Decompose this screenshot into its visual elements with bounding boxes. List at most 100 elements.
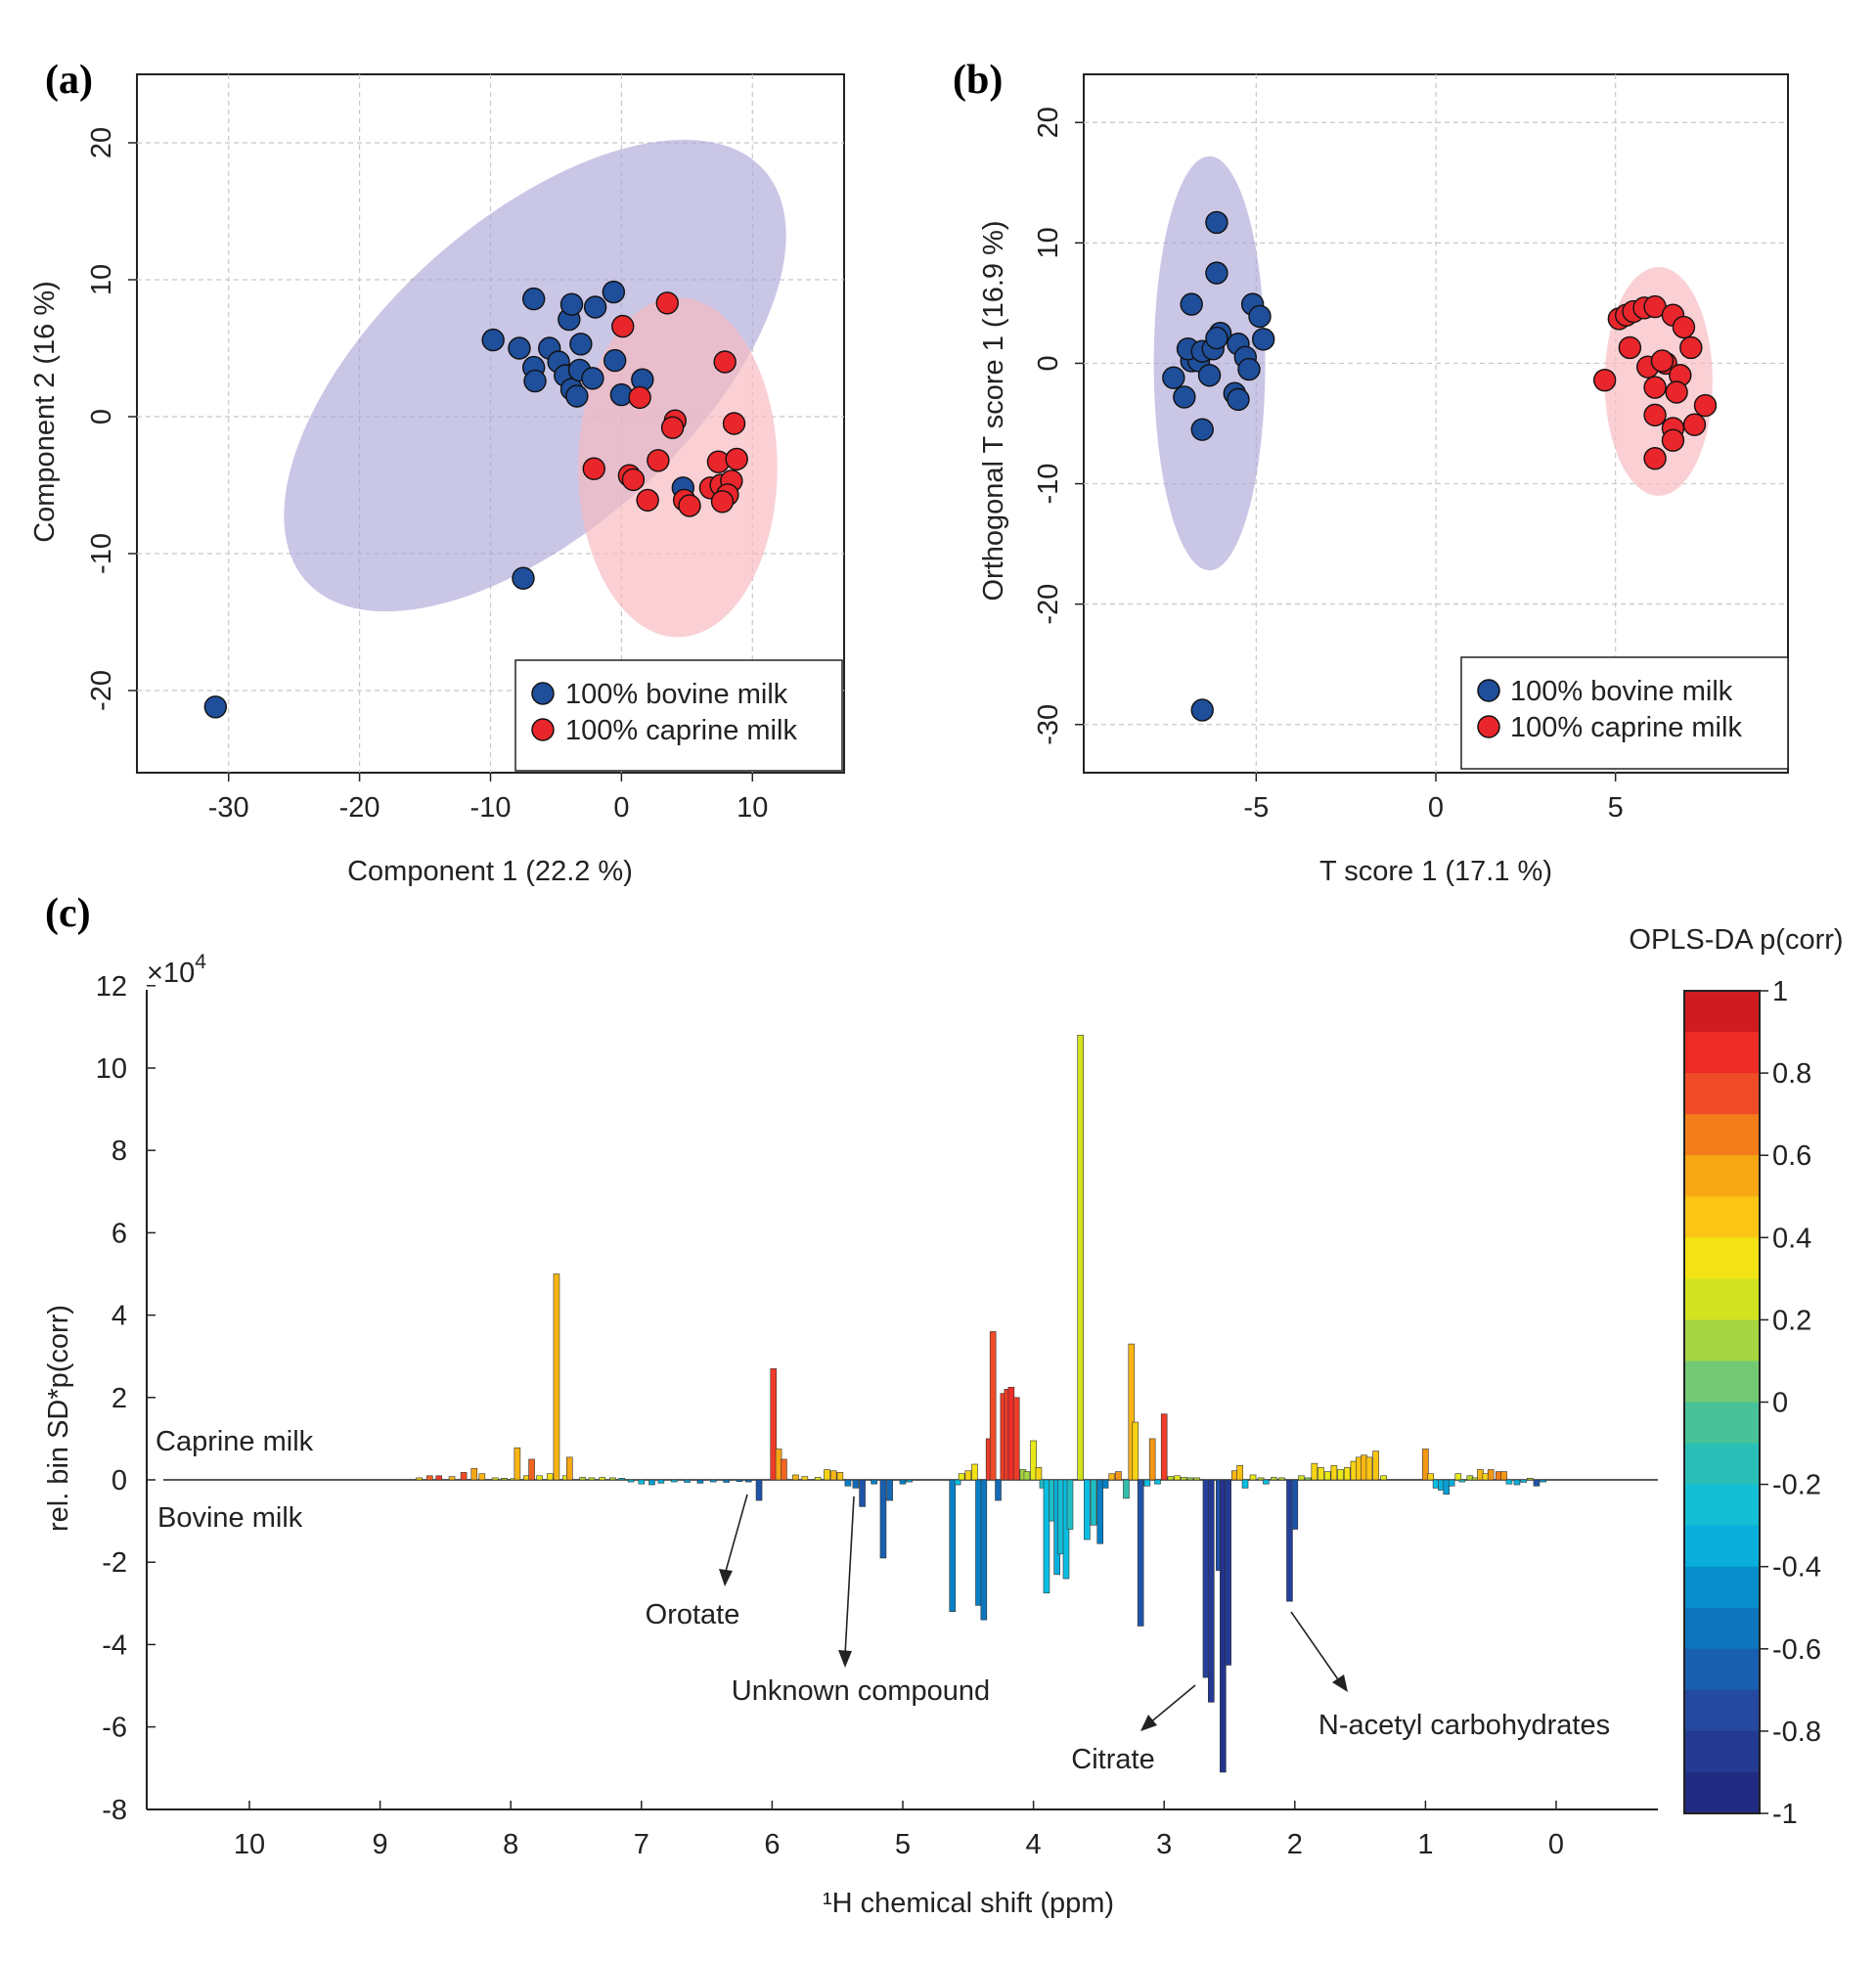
x-tick-label: 8 — [503, 1829, 518, 1860]
shift-bar — [1365, 1456, 1373, 1481]
shift-bar — [1448, 1479, 1455, 1487]
panel-c-caprine-group-label: Caprine milk — [156, 1426, 314, 1457]
shift-bar — [1443, 1479, 1451, 1495]
shift-bar — [1167, 1476, 1175, 1481]
shift-bar — [1540, 1479, 1546, 1483]
panel-a-label: (a) — [45, 58, 93, 103]
x-tick-label: 0 — [1428, 792, 1444, 824]
bovine-point — [481, 328, 505, 352]
shift-bar — [1225, 1479, 1231, 1666]
n-acetyl-arrowhead — [1332, 1674, 1348, 1692]
shift-bar — [1343, 1467, 1351, 1481]
n-acetyl-arrow — [1290, 1611, 1341, 1683]
caprine-point — [1672, 315, 1696, 339]
shift-bar — [1077, 1035, 1084, 1481]
bovine-point — [1180, 292, 1203, 316]
shift-bar — [1035, 1467, 1043, 1481]
y-tick-label: 10 — [96, 1053, 127, 1085]
shift-bar — [1154, 1479, 1161, 1485]
shift-bar — [1123, 1479, 1130, 1499]
shift-bar — [1263, 1479, 1270, 1485]
shift-bar — [745, 1479, 752, 1483]
shift-bar — [1278, 1477, 1285, 1481]
shift-bar — [1291, 1479, 1299, 1530]
shift-bar — [460, 1472, 468, 1481]
y-tick-label: 6 — [112, 1218, 127, 1249]
shift-bar — [684, 1479, 691, 1483]
y-tick-label: -4 — [102, 1629, 127, 1661]
bovine-point — [1162, 366, 1185, 389]
colorbar: OPLS-DA p(corr) 1 0.8 0.6 0.4 0.2 0 -0.2 -0.4 -0… — [1629, 924, 1843, 1830]
caprine-point — [647, 449, 670, 472]
shift-bar — [1180, 1477, 1187, 1481]
bovine-point — [1197, 364, 1222, 387]
shift-bar — [514, 1447, 521, 1481]
shift-bar — [1132, 1421, 1139, 1481]
caprine-point — [1643, 403, 1667, 427]
y-tick-label: -20 — [86, 670, 117, 711]
shift-bar — [1137, 1479, 1144, 1627]
shift-bar — [1337, 1469, 1344, 1481]
shift-bar — [416, 1477, 423, 1481]
shift-bar — [886, 1479, 893, 1501]
shift-bar — [801, 1476, 809, 1481]
shift-bar — [1311, 1462, 1318, 1481]
panel-a-legend-caprine-marker — [531, 718, 555, 741]
panel-a-legend-bovine-label: 100% bovine milk — [565, 679, 788, 710]
unknown-compound-arrowhead — [838, 1650, 852, 1668]
x-tick-label: 7 — [634, 1829, 649, 1860]
shift-bar — [1330, 1464, 1338, 1481]
shift-bar — [964, 1470, 972, 1481]
colorbar-segment — [1684, 1402, 1760, 1445]
shift-bar — [670, 1479, 678, 1483]
shift-bar — [478, 1473, 486, 1481]
bovine-point — [1205, 326, 1228, 350]
shift-bar — [1066, 1479, 1074, 1530]
panel-b-y-axis-label: Orthogonal T score 1 (16.9 %) — [978, 220, 1009, 601]
panel-a-y-ticks: -20 -10 0 10 20 — [86, 127, 137, 711]
bovine-point — [603, 348, 627, 373]
x-tick-label: 0 — [613, 792, 629, 824]
citrate-arrowhead — [1140, 1715, 1157, 1731]
panel-b-y-ticks: -30 -20 -10 0 10 20 — [1033, 107, 1084, 745]
caprine-point — [628, 385, 651, 410]
y-tick-label: 10 — [1033, 227, 1064, 258]
shift-bar — [1380, 1475, 1387, 1481]
shift-bar — [536, 1475, 543, 1481]
colorbar-segment — [1684, 1073, 1760, 1115]
shift-bar — [1249, 1474, 1257, 1481]
colorbar-segment — [1684, 1361, 1760, 1403]
panel-c-y-ticks: 12 10 8 6 4 2 0 -2 -4 -6 -8 — [96, 971, 156, 1826]
shift-bar — [657, 1479, 665, 1484]
shift-bar — [609, 1477, 616, 1481]
caprine-point — [713, 350, 737, 374]
y-tick-label: 4 — [112, 1301, 127, 1332]
caprine-point — [636, 488, 659, 513]
colorbar-segment — [1684, 1155, 1760, 1197]
shift-bar — [899, 1479, 907, 1485]
shift-bar — [1012, 1397, 1020, 1481]
caprine-point — [1643, 447, 1667, 470]
panel-b-x-axis-label: T score 1 (17.1 %) — [1319, 856, 1552, 887]
shift-bar — [770, 1368, 778, 1481]
orotate-arrowhead — [719, 1569, 733, 1586]
x-tick-label: -10 — [470, 792, 512, 824]
caprine-point — [1693, 393, 1718, 418]
colorbar-segment — [1684, 1484, 1760, 1527]
bovine-point — [1205, 261, 1228, 285]
shift-bar — [618, 1478, 626, 1481]
shift-bar — [1101, 1479, 1109, 1489]
shift-bar — [1096, 1479, 1104, 1544]
bovine-point — [1190, 418, 1214, 441]
y-tick-label: 0 — [86, 409, 117, 424]
caprine-point — [710, 490, 735, 513]
shift-bar — [954, 1479, 961, 1486]
bovine-point — [203, 695, 228, 719]
panel-b-legend-caprine-label: 100% caprine milk — [1510, 712, 1742, 743]
caprine-point — [1650, 349, 1675, 373]
bovine-point — [521, 287, 546, 311]
bovine-point — [508, 336, 531, 360]
panel-c-bovine-group-label: Bovine milk — [157, 1502, 303, 1534]
colorbar-tick-label: 0.6 — [1772, 1140, 1811, 1172]
